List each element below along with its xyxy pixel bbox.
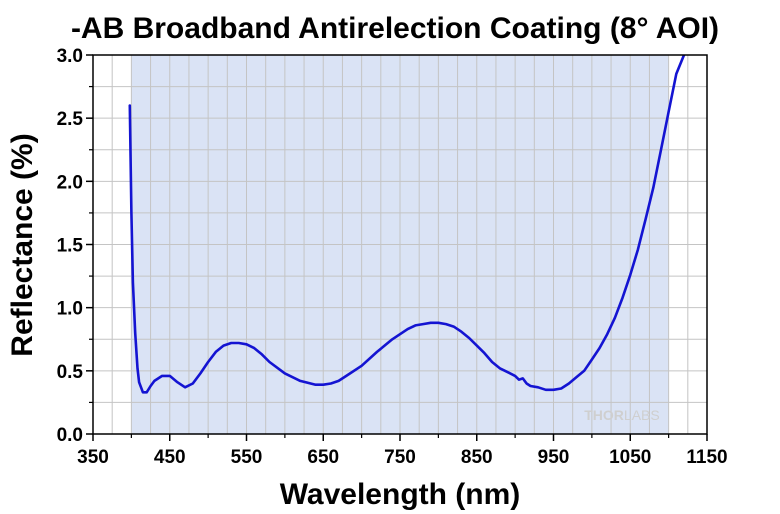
- logo-light-text: LABS: [624, 407, 660, 423]
- x-axis-title: Wavelength (nm): [280, 478, 521, 511]
- x-tick-labels: 350 450 550 650 750 850 950 1050 1150: [77, 447, 727, 468]
- y-tick-label: 1.5: [57, 236, 84, 257]
- y-tick-label: 0.0: [57, 425, 83, 446]
- grid-lines: [93, 55, 707, 434]
- series-line-group: [128, 55, 686, 394]
- svg-text:THORLABS: THORLABS: [584, 407, 659, 423]
- y-tick-label: 2.5: [57, 109, 84, 130]
- x-tick-label: 1050: [609, 447, 651, 468]
- x-tick-label: 850: [461, 447, 493, 468]
- x-tick-label: 750: [384, 447, 416, 468]
- y-tick-label: 3.0: [57, 46, 83, 67]
- x-tick-label: 550: [231, 447, 263, 468]
- axis-ticks: [86, 54, 708, 441]
- x-tick-label: 950: [538, 447, 570, 468]
- y-tick-labels: 0.0 0.5 1.0 1.5 2.0 2.5 3.0: [57, 46, 84, 446]
- x-tick-label: 450: [154, 447, 186, 468]
- thorlabs-logo: THORLABS: [584, 407, 659, 423]
- y-axis-title: Reflectance (%): [6, 133, 39, 356]
- y-tick-label: 2.0: [57, 172, 83, 193]
- x-tick-label: 650: [307, 447, 339, 468]
- y-tick-label: 1.0: [57, 299, 83, 320]
- chart-title: -AB Broadband Antirelection Coating (8° …: [71, 12, 719, 45]
- x-tick-label: 1150: [686, 447, 727, 468]
- logo-bold-text: THOR: [584, 407, 624, 423]
- reflectance-series-line: [128, 55, 686, 394]
- x-tick-label: 350: [77, 447, 109, 468]
- y-tick-label: 0.5: [57, 362, 84, 383]
